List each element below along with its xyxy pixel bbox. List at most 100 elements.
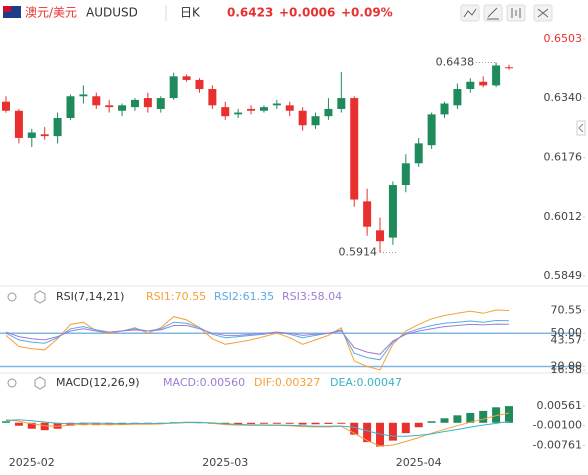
histogram-bar	[324, 422, 333, 424]
histogram-bar	[105, 422, 114, 426]
histogram-bar	[388, 422, 397, 441]
icon	[463, 8, 477, 18]
settings-icon[interactable]	[34, 376, 46, 390]
x-tick-label: 2025-03	[202, 456, 248, 469]
y-tick-label: 70.55	[551, 303, 583, 316]
indicator-line	[5, 319, 510, 361]
candle-body	[376, 230, 385, 242]
y-tick-label: -0.00761	[533, 438, 582, 451]
y-tick-label: 0.6340	[544, 91, 583, 104]
icon	[487, 7, 499, 20]
header: 澳元/美元 AUDUSD 日K 0.6423 +0.0006 +0.09%	[3, 4, 553, 22]
y-tick-label: 0.6503	[544, 32, 583, 45]
candle-body	[350, 98, 359, 200]
y-tick-label: 0.6012	[544, 210, 583, 223]
histogram-bar	[298, 422, 307, 425]
icon	[511, 8, 521, 18]
change: +0.0006	[279, 6, 335, 20]
legend-entry: RSI2:61.35	[214, 290, 274, 303]
candle-body	[208, 89, 217, 106]
candle-body	[143, 98, 152, 108]
legend-entry: DIF:0.00327	[254, 376, 320, 389]
histogram-bar	[479, 410, 488, 423]
candle-body	[505, 67, 513, 69]
candle-body	[479, 81, 488, 86]
candle-body	[247, 108, 256, 111]
symbol: AUDUSD	[86, 6, 138, 20]
histogram-bar	[247, 422, 256, 424]
toolbar[interactable]	[460, 4, 553, 22]
legend-entry: RSI3:58.04	[282, 290, 342, 303]
candle-body	[182, 76, 191, 80]
indicator-line	[5, 323, 510, 355]
change-pct: +0.09%	[341, 6, 393, 20]
histogram-bar	[376, 422, 385, 447]
histogram-bar	[27, 422, 36, 429]
settings-icon[interactable]	[34, 290, 46, 304]
indicator-line	[5, 419, 510, 437]
candle-body	[298, 110, 307, 126]
histogram-bar	[234, 422, 243, 425]
y-tick-label: 20.00	[551, 359, 583, 372]
y-tick-label: 0.5849	[544, 269, 583, 282]
eye-icon[interactable]	[7, 292, 17, 302]
panel-title: RSI(7,14,21)	[56, 290, 124, 303]
candle-body	[427, 114, 436, 146]
candle-body	[401, 163, 410, 186]
histogram-bar	[363, 422, 372, 443]
candle-body	[221, 107, 230, 117]
candle-body	[440, 103, 449, 115]
histogram-bar	[53, 422, 62, 429]
legend-entry: DEA:0.00047	[330, 376, 402, 389]
candle-body	[324, 108, 333, 117]
indicator-line	[5, 309, 510, 371]
candle-body	[453, 89, 462, 106]
y-tick-label: 43.57	[551, 333, 583, 346]
candle-body	[337, 98, 346, 109]
histogram-bar	[440, 418, 449, 423]
histogram-bar	[414, 422, 423, 428]
candle-body	[130, 99, 139, 108]
candle-body	[40, 134, 49, 137]
candle-body	[105, 105, 114, 108]
candle-body	[414, 143, 423, 164]
candle-body	[388, 185, 397, 238]
indicator-line	[5, 412, 510, 447]
histogram-bar	[350, 422, 359, 435]
candle-body	[118, 105, 127, 111]
candle-body	[466, 81, 475, 90]
histogram-bar	[66, 422, 75, 426]
candle-body	[311, 116, 320, 126]
y-tick-label: 50.00	[551, 326, 583, 339]
candle-body	[169, 76, 178, 99]
y-tick-label: -0.00100	[533, 419, 582, 432]
y-tick-label: 0.00561	[537, 399, 583, 412]
candle-body	[66, 96, 75, 118]
histogram-bar	[311, 422, 320, 425]
scroll-button[interactable]	[576, 120, 586, 136]
period: 日K	[180, 6, 201, 20]
y-tick-label: 0.6176	[544, 151, 583, 164]
x-tick-label: 2025-02	[9, 456, 55, 469]
legend-entry: MACD:0.00560	[163, 376, 245, 389]
candle-body	[92, 96, 101, 106]
candle-body	[259, 107, 268, 111]
histogram-bar	[259, 422, 268, 424]
candle-body	[195, 79, 204, 90]
pair-name: 澳元/美元	[25, 6, 77, 20]
icon	[578, 123, 584, 133]
candle-body	[285, 105, 294, 111]
candle-body	[234, 112, 243, 115]
eye-icon[interactable]	[7, 378, 17, 388]
histogram-bar	[492, 407, 501, 423]
y-tick-label: 16.58	[551, 363, 583, 376]
price: 0.6423	[227, 6, 273, 20]
candle-body	[14, 110, 23, 138]
x-tick-label: 2025-04	[396, 456, 442, 469]
flag-icon	[3, 6, 11, 12]
candle-body	[156, 98, 165, 109]
histogram-bar	[453, 415, 462, 423]
histogram-bar	[466, 412, 475, 423]
histogram-bar	[337, 422, 346, 424]
